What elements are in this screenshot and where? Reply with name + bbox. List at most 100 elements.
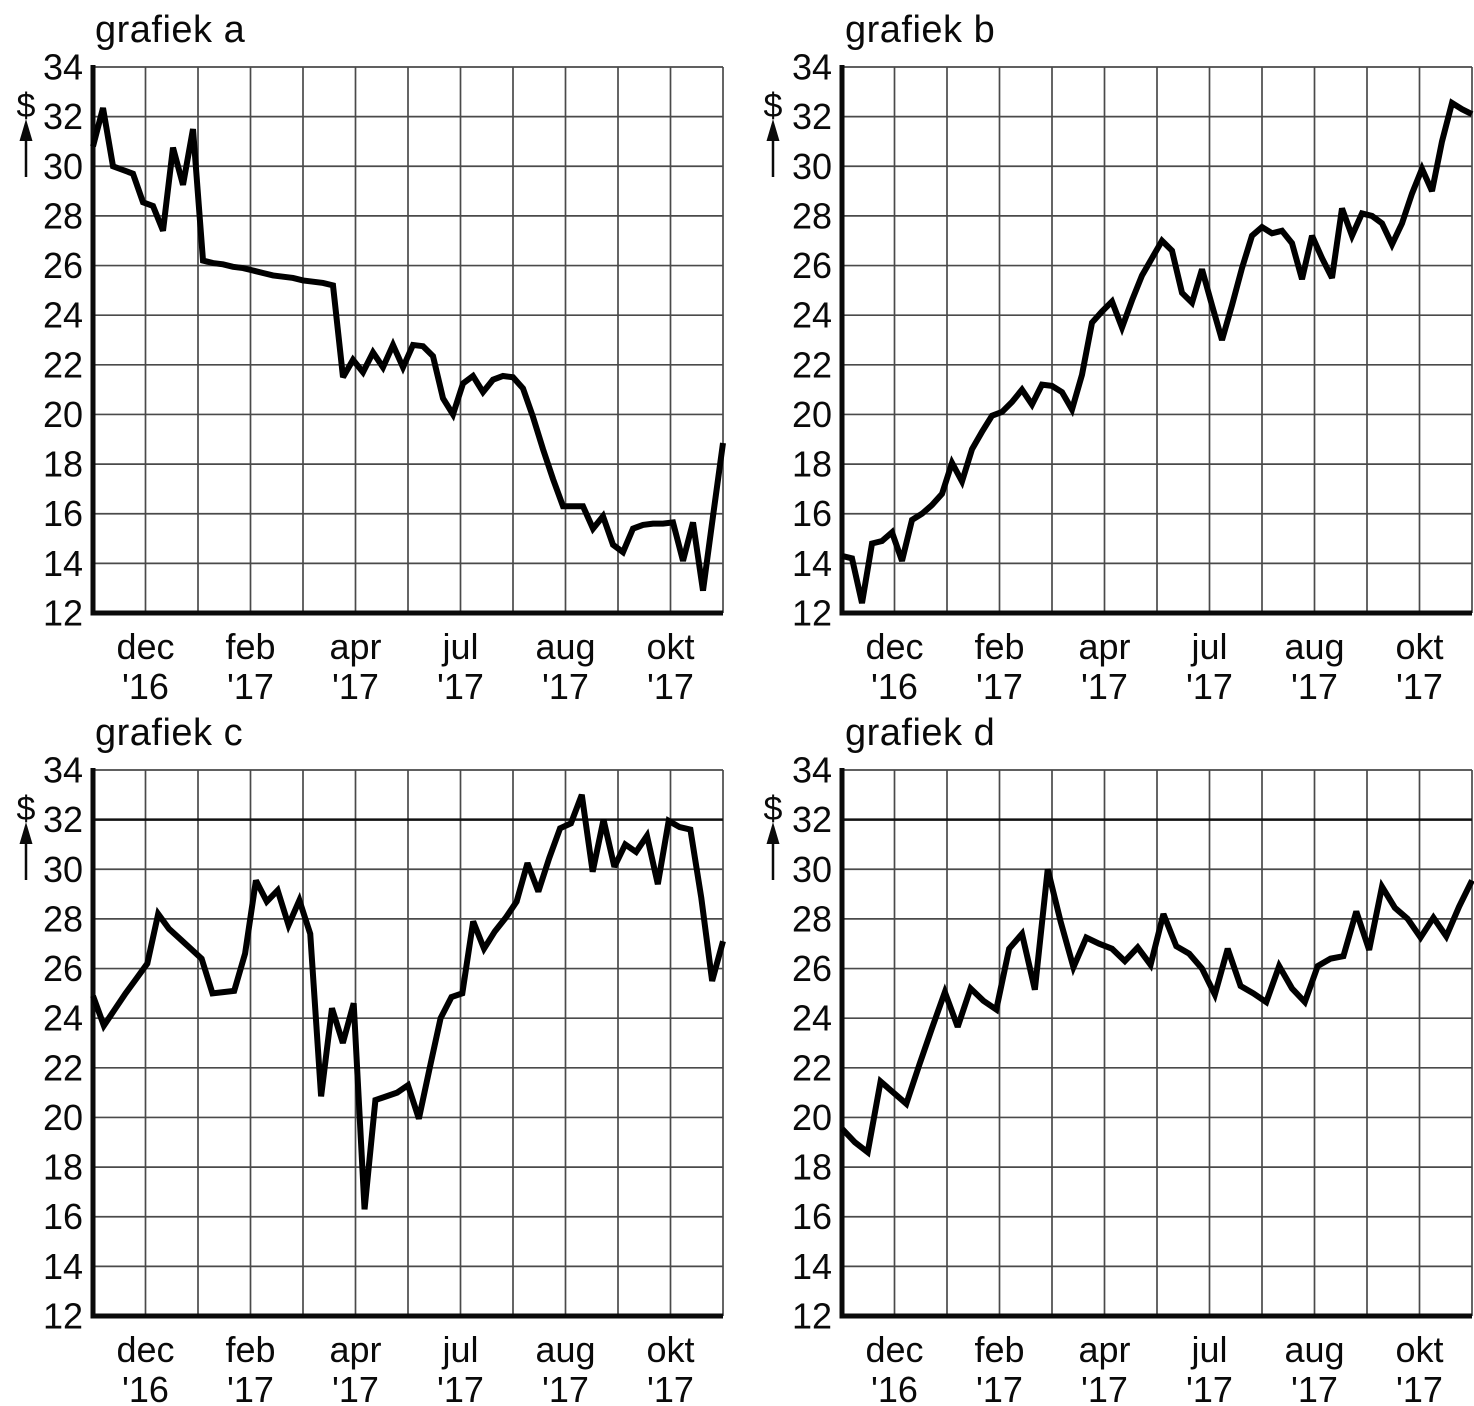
chart-title: grafiek c <box>95 712 244 754</box>
grid <box>92 769 724 1317</box>
grid <box>841 769 1473 1317</box>
x-tick-label-year: '17 <box>976 666 1023 703</box>
chart-d-canvas: 343230282624222018161412$dec'16feb'17apr… <box>764 750 1474 1406</box>
chart-b-canvas: 343230282624222018161412$dec'16feb'17apr… <box>764 47 1474 703</box>
currency-symbol: $ <box>764 790 783 828</box>
x-tick-label-month: dec <box>116 1329 174 1370</box>
x-tick-label-month: dec <box>865 1329 923 1370</box>
chart-title: grafiek d <box>845 712 996 754</box>
y-axis-unit: $ <box>17 87 36 177</box>
x-tick-label-month: okt <box>646 626 694 667</box>
x-tick-label-year: '17 <box>1396 1369 1443 1406</box>
y-tick-labels: 34 32 30 28 26 24 22 20 18 16 14 12 <box>792 47 832 634</box>
y-tick-label: 12 <box>792 593 832 634</box>
x-tick-label-year: '17 <box>1081 666 1128 703</box>
y-tick-label: 18 <box>43 1147 83 1188</box>
y-tick-label: 26 <box>43 245 83 286</box>
y-tick-label: 30 <box>43 146 83 187</box>
series-line <box>90 107 726 592</box>
y-axis-unit: $ <box>17 790 36 880</box>
x-tick-label-year: '17 <box>437 666 484 703</box>
grid <box>841 66 1473 614</box>
y-tick-label: 14 <box>792 1246 832 1287</box>
x-tick-label-year: '17 <box>647 666 694 703</box>
series-line <box>839 868 1474 1158</box>
x-tick-label-month: okt <box>646 1329 694 1370</box>
y-tick-label: 16 <box>43 1196 83 1237</box>
y-tick-label: 16 <box>792 1196 832 1237</box>
y-tick-label: 14 <box>43 543 83 584</box>
x-tick-label-month: feb <box>225 1329 275 1370</box>
y-tick-label: 30 <box>792 849 832 890</box>
currency-symbol: $ <box>17 87 36 125</box>
chart-a-canvas: 343230282624222018161412$dec'16feb'17apr… <box>17 47 726 703</box>
chart-c: grafiek c 34 32 30 28 26 24 22 20 18 16 14 12 $ dec '1… <box>0 703 737 1406</box>
up-arrow-icon <box>766 822 780 844</box>
x-tick-label-year: '17 <box>332 666 379 703</box>
x-tick-label-year: '16 <box>122 1369 169 1406</box>
axes <box>839 65 1472 616</box>
x-tick-label-month: apr <box>1078 626 1130 667</box>
y-axis-unit: $ <box>764 87 783 177</box>
y-tick-label: 30 <box>43 849 83 890</box>
series-line <box>841 98 1474 604</box>
x-tick-label-month: feb <box>974 626 1024 667</box>
x-tick-label-month: dec <box>116 626 174 667</box>
x-tick-label-year: '17 <box>1081 1369 1128 1406</box>
y-tick-label: 32 <box>43 96 83 137</box>
up-arrow-icon <box>19 822 33 844</box>
x-tick-label-year: '17 <box>332 1369 379 1406</box>
y-tick-label: 26 <box>43 948 83 989</box>
y-tick-label: 12 <box>792 1296 832 1337</box>
y-tick-label: 26 <box>792 245 832 286</box>
axes <box>839 768 1472 1319</box>
y-tick-label: 24 <box>43 998 83 1039</box>
x-tick-label-month: feb <box>225 626 275 667</box>
x-tick-label-year: '16 <box>871 666 918 703</box>
x-tick-label-month: apr <box>329 626 381 667</box>
x-tick-label-year: '17 <box>647 1369 694 1406</box>
x-tick-label-year: '17 <box>1291 666 1338 703</box>
x-tick-label-month: jul <box>1190 1329 1227 1370</box>
y-tick-label: 28 <box>792 898 832 939</box>
y-tick-label: 24 <box>792 295 832 336</box>
y-tick-label: 34 <box>792 47 832 88</box>
y-tick-label: 22 <box>792 344 832 385</box>
x-tick-label-month: apr <box>329 1329 381 1370</box>
y-tick-label: 28 <box>792 195 832 236</box>
x-tick-label-year: '17 <box>1186 666 1233 703</box>
x-tick-label-year: '17 <box>542 1369 589 1406</box>
y-tick-labels: 34 32 30 28 26 24 22 20 18 16 14 12 <box>43 47 83 634</box>
x-tick-label-year: '17 <box>437 1369 484 1406</box>
x-tick-label-month: jul <box>441 1329 478 1370</box>
chart-c-canvas: 343230282624222018161412$dec'16feb'17apr… <box>17 750 726 1406</box>
y-tick-label: 20 <box>792 394 832 435</box>
x-tick-label-month: okt <box>1395 1329 1443 1370</box>
x-tick-label-month: aug <box>1284 1329 1344 1370</box>
y-tick-label: 26 <box>792 948 832 989</box>
y-tick-label: 30 <box>792 146 832 187</box>
x-tick-label-month: apr <box>1078 1329 1130 1370</box>
y-tick-labels: 34 32 30 28 26 24 22 20 18 16 14 12 <box>43 750 83 1337</box>
y-tick-label: 16 <box>792 493 832 534</box>
y-tick-label: 24 <box>43 295 83 336</box>
x-tick-label-year: '17 <box>1291 1369 1338 1406</box>
y-tick-label: 22 <box>43 1047 83 1088</box>
chart-b: grafiek b 34 32 30 28 26 24 22 20 18 16 14 12 $ dec '1… <box>737 0 1474 703</box>
x-tick-label-month: aug <box>535 1329 595 1370</box>
x-tick-label-month: feb <box>974 1329 1024 1370</box>
x-tick-label-month: jul <box>1190 626 1227 667</box>
x-tick-label-month: dec <box>865 626 923 667</box>
y-tick-label: 32 <box>792 799 832 840</box>
y-tick-label: 34 <box>43 47 83 88</box>
x-tick-label-year: '17 <box>542 666 589 703</box>
x-tick-label-year: '17 <box>227 1369 274 1406</box>
y-tick-label: 22 <box>792 1047 832 1088</box>
y-axis-unit: $ <box>764 790 783 880</box>
up-arrow-icon <box>19 119 33 141</box>
y-tick-label: 20 <box>43 394 83 435</box>
